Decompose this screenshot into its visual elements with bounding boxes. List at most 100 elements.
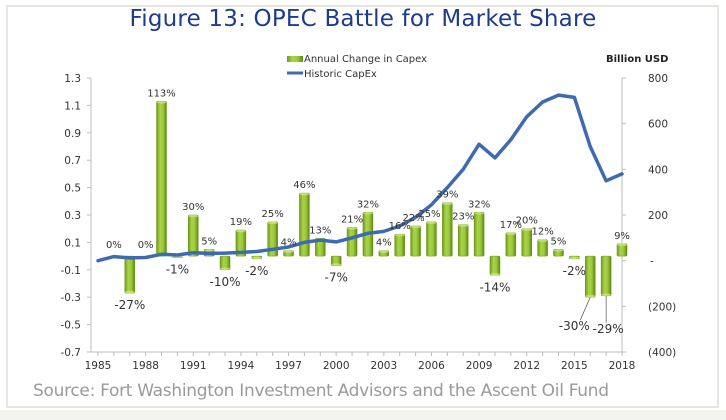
legend-label-line: Historic CapEx (304, 69, 377, 80)
bar-cap (299, 192, 310, 196)
left-axis-tick-label: 1.1 (64, 100, 81, 112)
legend-swatch-bar (287, 56, 303, 62)
left-axis-tick-label: 1.3 (64, 73, 81, 85)
bar-cap (601, 293, 612, 297)
bar-cap (474, 211, 485, 215)
bar-annual-change (299, 192, 310, 257)
bar-annual-change (537, 239, 548, 257)
x-axis-tick-label: 2018 (609, 360, 636, 372)
bar-data-label: 113% (147, 88, 176, 99)
bar-data-label: 16% (389, 221, 411, 232)
bar-annual-change (473, 212, 485, 257)
right-axis-tick-label: 200 (648, 210, 668, 222)
bar-cap (124, 290, 135, 294)
bar-data-label: 21% (341, 214, 363, 225)
x-axis-tick-label: 2006 (418, 360, 445, 372)
x-axis-tick-label: 1988 (132, 360, 159, 372)
bar-annual-change (426, 221, 437, 257)
bar-cap (442, 202, 453, 205)
bar-data-label: 30% (182, 202, 204, 213)
bar-data-label: -2% (563, 264, 586, 278)
left-axis-tick-label: 0.3 (64, 210, 81, 222)
right-axis-tick-label: 600 (648, 119, 668, 131)
bar-annual-change (394, 233, 405, 257)
bar-data-label: 39% (436, 190, 458, 201)
left-axis-tick-label: 0.1 (64, 237, 81, 249)
x-axis-tick-label: 1991 (180, 360, 207, 372)
bar-annual-change (156, 101, 167, 257)
bar-cap (585, 294, 596, 298)
bar-annual-change (457, 224, 469, 257)
bar-data-label: 20% (516, 216, 538, 227)
bar-annual-change (410, 225, 421, 257)
bar-cap (521, 228, 532, 231)
bar-cap (331, 263, 342, 266)
bar-data-label: 17% (500, 220, 522, 231)
left-axis-tick-label: -0.3 (61, 292, 82, 304)
bar-annual-change (188, 214, 199, 257)
bar-cap (267, 221, 278, 225)
bar-annual-change (584, 255, 596, 298)
bar-cap (235, 229, 246, 233)
bar-cap (410, 225, 421, 229)
bar-cap (617, 243, 627, 247)
source-note: Source: Fort Washington Investment Advis… (33, 381, 609, 401)
bar-cap (553, 248, 564, 252)
x-axis-tick-label: 2003 (370, 360, 397, 372)
bar-cap (394, 233, 405, 237)
bar-data-label: -10% (210, 275, 241, 289)
figure-frame (6, 5, 719, 408)
bar-cap (220, 267, 231, 271)
bar-data-label: 4% (376, 238, 392, 249)
bar-cap (188, 214, 199, 218)
label-leader-line (579, 297, 591, 321)
left-axis-tick-label: 0.7 (64, 155, 81, 167)
bar-cap (458, 224, 469, 227)
bar-data-label: -29% (593, 322, 624, 336)
x-axis-tick-label: 1997 (275, 360, 302, 372)
bar-cap (537, 239, 548, 242)
bar-data-label: 5% (201, 236, 217, 247)
bar-data-label: 12% (531, 227, 553, 238)
bar-data-label: 32% (468, 199, 490, 210)
legend-label-bar: Annual Change in Capex (304, 54, 427, 65)
bar-data-label: -30% (559, 319, 590, 333)
chart-title: Figure 13: OPEC Battle for Market Share (129, 6, 597, 32)
left-axis-tick-label: 0.9 (64, 128, 81, 140)
bar-cap (489, 272, 500, 276)
bar-cap (505, 232, 516, 236)
right-axis-tick-label: (200) (648, 301, 676, 313)
bar-data-label: -14% (479, 280, 510, 294)
bar-annual-change (124, 255, 136, 294)
x-axis-tick-label: 1994 (228, 360, 255, 372)
bar-annual-change (442, 202, 453, 257)
x-axis-tick-label: 2015 (561, 360, 588, 372)
left-axis-tick-label: 0.5 (64, 183, 81, 195)
bar-cap (251, 256, 262, 260)
outer-bottom-band (0, 410, 726, 420)
bar-cap (378, 250, 389, 253)
left-axis-tick-label: -0.7 (61, 347, 82, 359)
x-axis-tick-label: 2009 (466, 360, 493, 372)
right-axis-unit-label: Billion USD (606, 54, 668, 65)
bar-cap (283, 250, 294, 253)
bar-data-label: 13% (309, 225, 331, 236)
x-axis-tick-label: 1985 (85, 360, 112, 372)
bar-data-label: 19% (230, 217, 252, 228)
bar-data-label: 0% (106, 240, 122, 251)
bar-annual-change (521, 228, 532, 257)
bar-annual-change (489, 255, 501, 276)
bar-annual-change (600, 255, 612, 297)
left-axis-tick-label: -0.5 (61, 320, 82, 332)
bar-data-label: 4% (281, 238, 297, 249)
right-axis-tick-label: (400) (648, 347, 676, 359)
bar-annual-change (505, 232, 517, 257)
right-axis-tick-label: 800 (648, 73, 668, 85)
bar-data-label: 23% (452, 212, 474, 223)
bar-data-label: -7% (324, 271, 347, 285)
left-axis-tick-label: -0.1 (61, 265, 82, 277)
right-axis-tick-label: - (650, 256, 654, 268)
bar-cap (362, 211, 373, 215)
bar-data-label: 25% (262, 209, 284, 220)
bar-data-label: -27% (114, 298, 145, 312)
